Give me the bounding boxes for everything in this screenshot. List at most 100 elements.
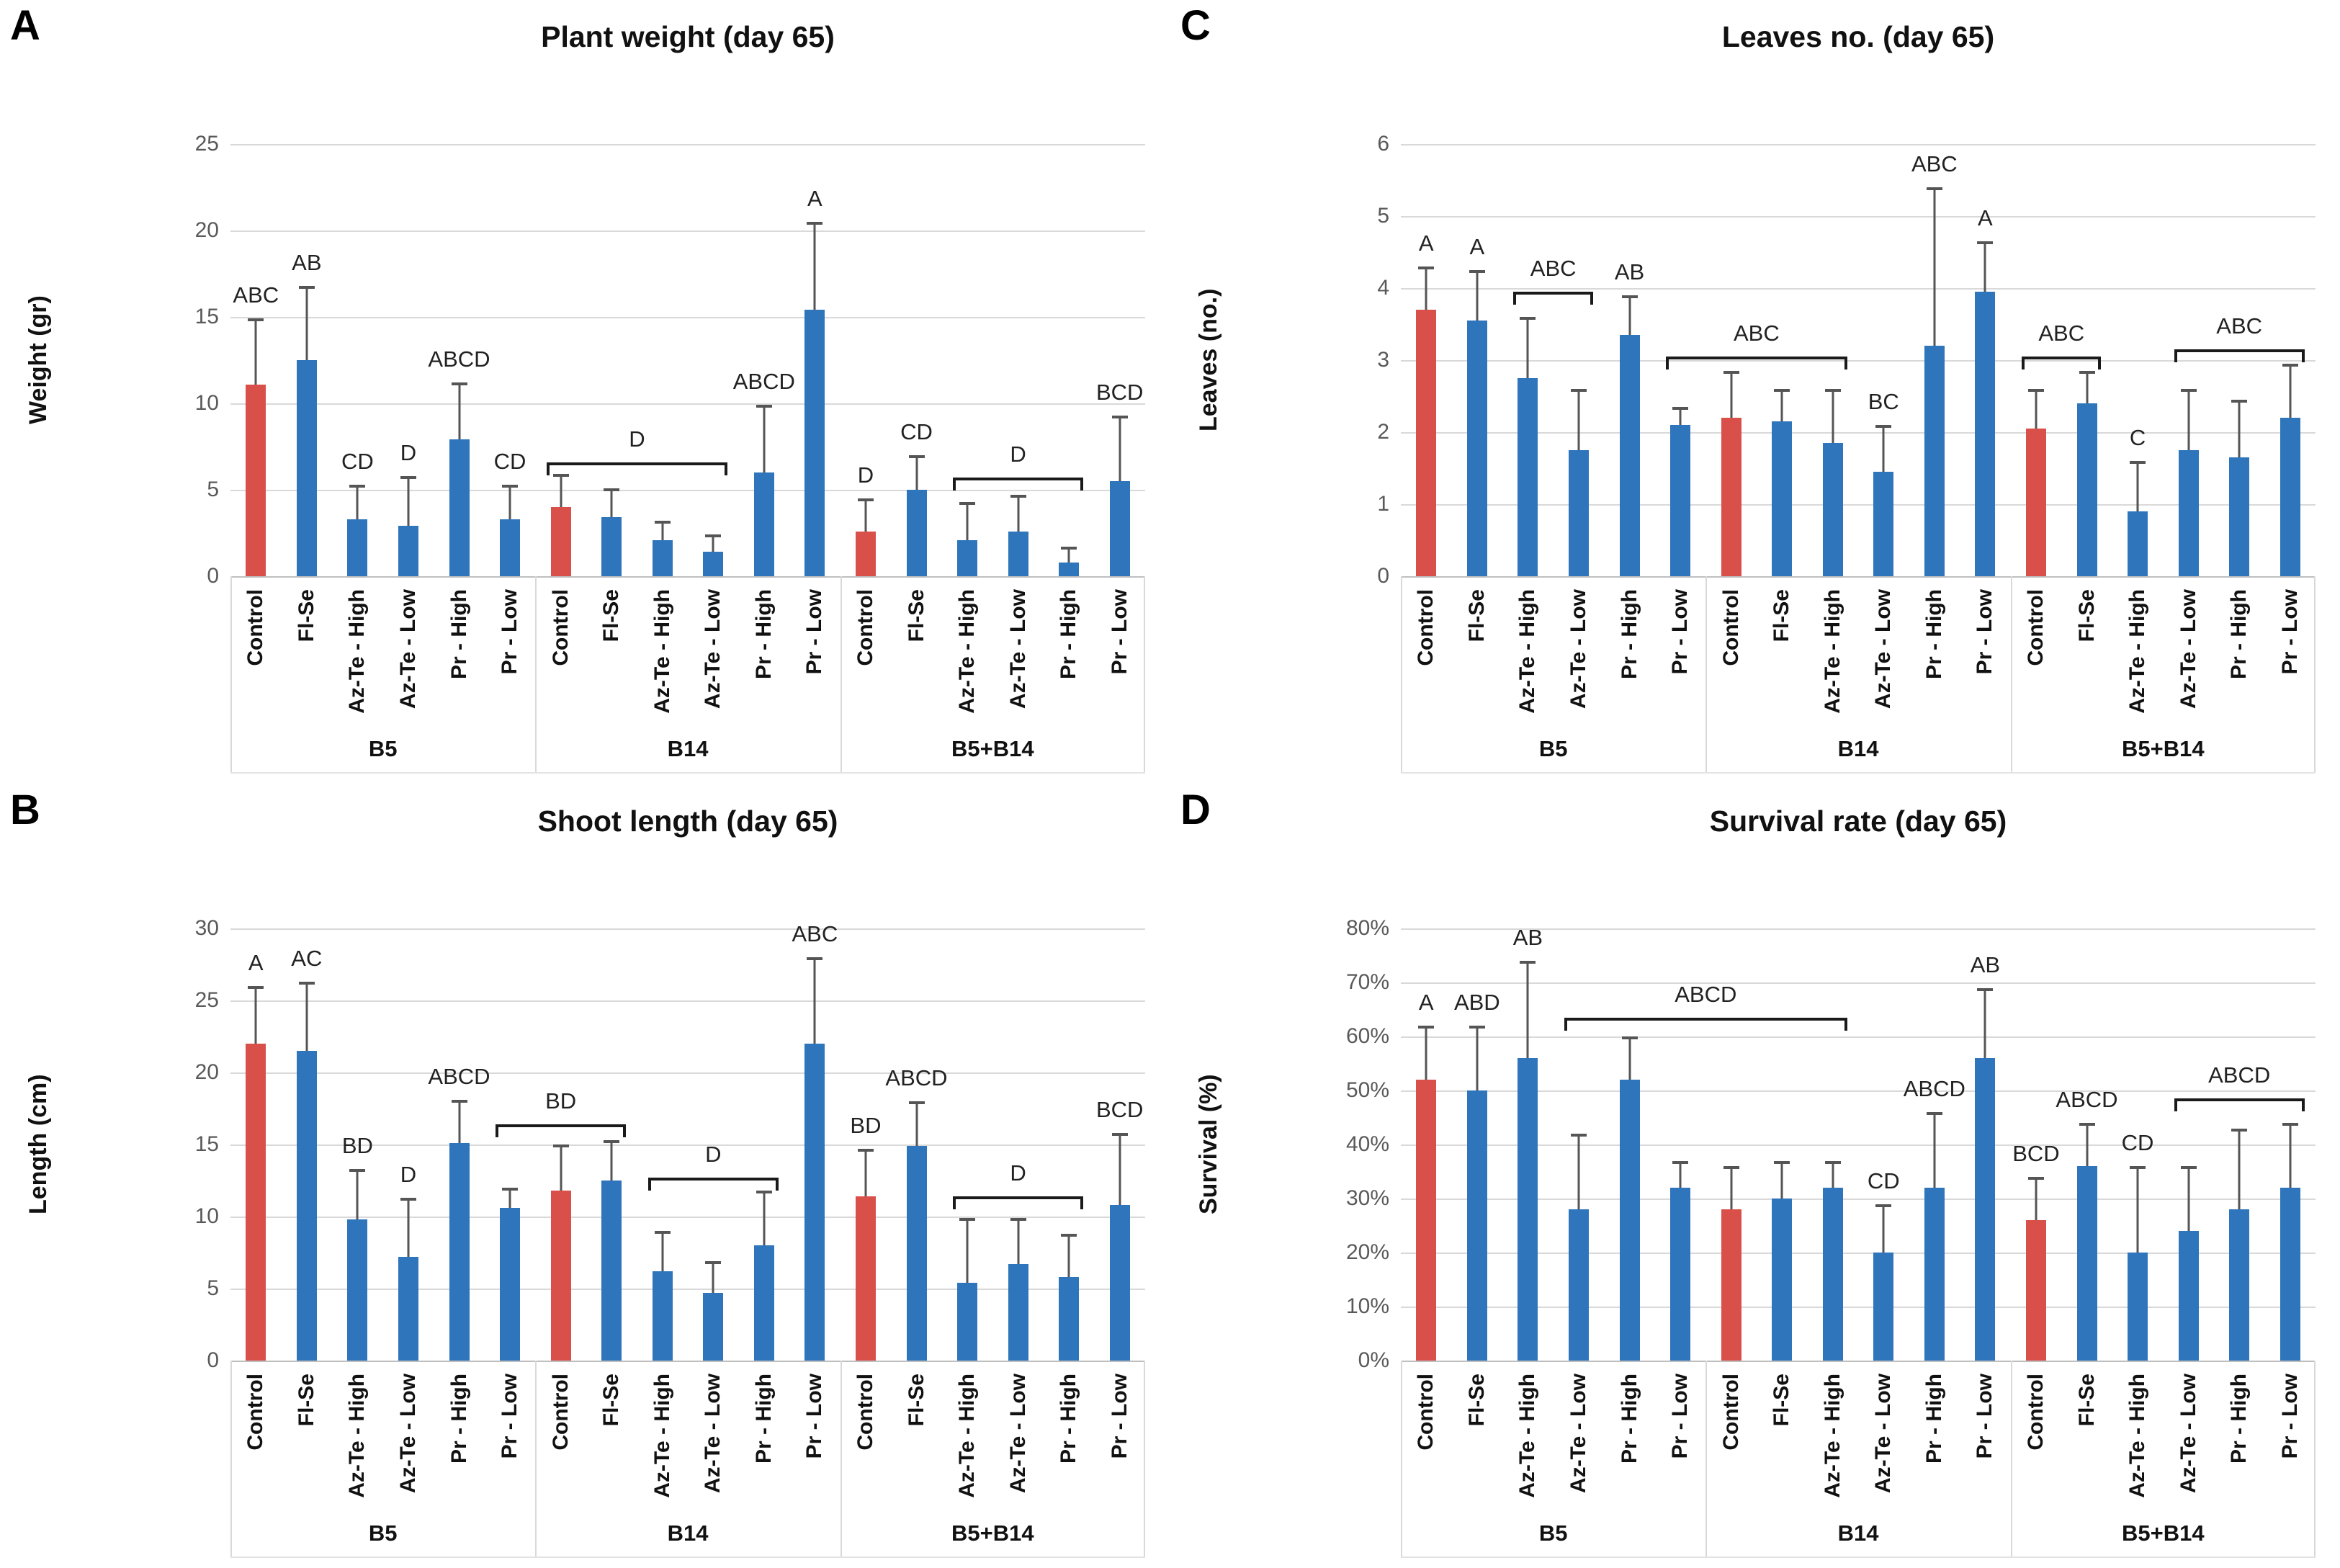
error-bar-line <box>2187 1166 2190 1231</box>
bar-treatment <box>2178 1231 2199 1361</box>
error-bar-cap <box>1926 187 1942 190</box>
error-bar-cap <box>1418 1026 1435 1029</box>
error-bar-cap <box>2079 371 2095 374</box>
bar-treatment <box>398 526 418 576</box>
gridline <box>230 1072 1145 1074</box>
group-separator <box>840 1361 842 1556</box>
gridline <box>230 403 1145 405</box>
x-category-label: Control <box>2023 589 2048 666</box>
significance-letter: A <box>248 950 264 975</box>
y-tick-label: 0 <box>207 564 219 588</box>
significance-letter: CD <box>2121 1130 2154 1155</box>
panel-D: D Survival rate (day 65) Survival (%) 0% 10%… <box>1170 784 2340 1568</box>
significance-bracket-letter: ABC <box>2038 321 2085 346</box>
x-category-label: Control <box>2023 1374 2048 1451</box>
error-bar-cap <box>1723 1166 1739 1169</box>
error-bar-line <box>2136 461 2139 511</box>
error-bar-cap <box>400 475 416 479</box>
plot-area: 0 5 10 15 20 25 ABC Control AB Fl-Se CD Az-Te - Hig… <box>195 132 1145 778</box>
chart-title: Plant weight (day 65) <box>541 20 835 53</box>
gridline <box>230 1289 1145 1290</box>
error-bar-line <box>813 957 816 1044</box>
plot-area: 0 1 2 3 4 5 6 A Control A Fl-Se Az-Te - High Az-Te -… <box>1377 132 2316 778</box>
significance-bracket <box>546 462 728 475</box>
error-bar-line <box>1476 270 1479 321</box>
y-tick-label: 20 <box>194 218 219 242</box>
error-bar-cap <box>349 1169 366 1172</box>
error-bar-cap <box>807 222 823 225</box>
group-separator <box>2314 576 2316 772</box>
bar-treatment <box>601 517 622 576</box>
y-axis-label: Survival (%) <box>1195 1074 1222 1215</box>
error-bar-cap <box>400 1198 416 1201</box>
x-category-label: Az-Te - High <box>2125 589 2150 714</box>
bar-treatment <box>2076 1166 2097 1361</box>
error-bar-line <box>1933 187 1936 346</box>
bar-treatment <box>1822 1188 1843 1361</box>
group-label: B5+B14 <box>2122 736 2205 761</box>
error-bar-line <box>1882 1204 1885 1253</box>
error-bar-cap <box>552 474 569 478</box>
bar-control <box>1416 310 1437 576</box>
significance-letter: AB <box>292 249 322 275</box>
x-category-label: Pr - High <box>1922 1374 1946 1464</box>
group-label: B5+B14 <box>951 1520 1034 1546</box>
bar-treatment <box>804 1044 825 1361</box>
y-tick-label: 10 <box>194 1204 219 1228</box>
error-bar-cap <box>756 1191 772 1193</box>
error-bar-cap <box>959 1218 976 1221</box>
group-separator <box>1705 576 1708 772</box>
gridline <box>230 1000 1145 1002</box>
y-tick-label: 10 <box>194 391 219 415</box>
error-bar-line <box>1730 371 1733 418</box>
bar-treatment <box>1059 1277 1080 1361</box>
error-bar-line <box>661 521 664 540</box>
bar-treatment <box>2128 511 2148 576</box>
bar-treatment <box>2076 403 2097 576</box>
x-axis-line <box>230 1361 1145 1362</box>
x-category-label: Control <box>548 1374 573 1451</box>
significance-bracket-letter: ABC <box>2216 313 2263 339</box>
y-tick-label: 80% <box>1345 916 1389 940</box>
error-bar-line <box>305 982 308 1051</box>
x-category-label: Control <box>853 1374 877 1451</box>
error-bar-line <box>1067 547 1070 563</box>
error-bar-cap <box>654 521 671 524</box>
y-tick-label: 5 <box>207 1276 219 1300</box>
x-category-label: Pr - Low <box>1668 1374 1693 1459</box>
significance-letter: ABC <box>233 282 279 308</box>
significance-letter: A <box>1978 205 1993 230</box>
significance-letter: AB <box>1614 259 1645 285</box>
error-bar-cap <box>502 484 519 488</box>
panel-A: A Plant weight (day 65) Weight (gr) 0 5 10 15 2… <box>0 0 1170 784</box>
significance-bracket <box>1513 292 1593 305</box>
significance-letter: CD <box>493 448 526 474</box>
error-bar-cap <box>1418 266 1435 269</box>
y-tick-label: 60% <box>1345 1024 1389 1048</box>
error-bar-line <box>1983 987 1986 1058</box>
error-bar-cap <box>705 534 722 538</box>
x-category-label: Az-Te - Low <box>1005 589 1030 709</box>
significance-letter: C <box>2129 425 2146 450</box>
bar-treatment <box>1109 481 1130 576</box>
error-bar-cap <box>1672 1160 1689 1164</box>
label-box-bottom-edge <box>1401 772 2316 774</box>
bar-treatment <box>2128 1253 2148 1361</box>
error-bar-cap <box>908 1101 925 1104</box>
y-tick-label: 1 <box>1377 492 1389 516</box>
error-bar-line <box>1067 1234 1070 1277</box>
gridline <box>1401 928 2316 930</box>
gridline <box>230 1144 1145 1146</box>
bar-treatment <box>652 1271 673 1361</box>
chart-title: Shoot length (day 65) <box>537 805 838 838</box>
error-bar-line <box>458 1100 460 1143</box>
bar-treatment <box>957 539 978 576</box>
error-bar-line <box>407 1198 410 1257</box>
error-bar-cap <box>1723 371 1739 374</box>
bar-treatment <box>1568 1209 1589 1361</box>
x-category-label: Control <box>1718 1374 1743 1451</box>
group-separator <box>535 576 537 772</box>
bar-treatment <box>2280 1188 2300 1361</box>
significance-letter: D <box>857 462 874 488</box>
significance-letter: ABCD <box>2056 1087 2118 1112</box>
